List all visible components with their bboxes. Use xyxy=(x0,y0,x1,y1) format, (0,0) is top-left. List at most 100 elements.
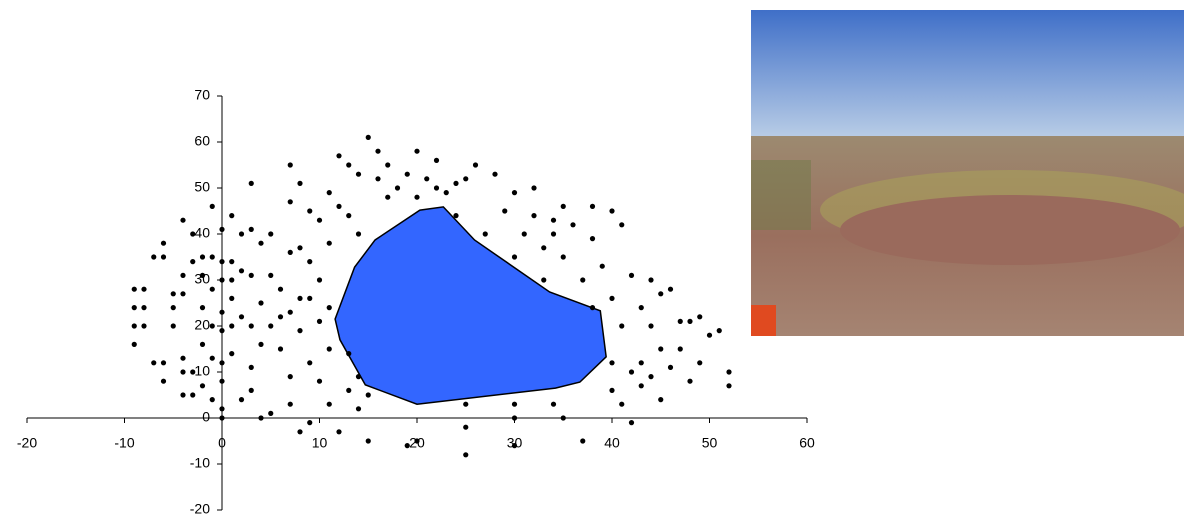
point xyxy=(277,286,284,292)
x-tick-label: -20 xyxy=(17,435,37,451)
point xyxy=(589,236,596,242)
point xyxy=(443,190,449,196)
point xyxy=(229,277,235,283)
point xyxy=(287,309,293,315)
point xyxy=(219,328,225,334)
y-tick-label: 20 xyxy=(194,317,210,333)
point xyxy=(219,226,225,232)
point xyxy=(287,401,293,407)
point xyxy=(560,415,566,421)
point xyxy=(219,378,225,384)
point xyxy=(229,259,235,265)
point xyxy=(180,291,186,297)
point xyxy=(355,406,362,412)
point xyxy=(199,341,206,347)
point xyxy=(550,231,557,237)
x-tick-label: 60 xyxy=(799,435,815,451)
point xyxy=(141,286,147,292)
point xyxy=(209,323,215,329)
point xyxy=(199,254,206,260)
point xyxy=(160,240,167,246)
point xyxy=(316,318,323,324)
point xyxy=(199,383,206,389)
point xyxy=(550,401,557,407)
point xyxy=(219,415,225,421)
point xyxy=(180,392,186,398)
point xyxy=(258,300,264,306)
point xyxy=(580,438,586,444)
point xyxy=(209,397,215,403)
point xyxy=(170,291,176,297)
point xyxy=(667,286,674,292)
point xyxy=(716,328,722,334)
point xyxy=(619,222,625,228)
point xyxy=(170,305,176,311)
point xyxy=(414,438,420,444)
point xyxy=(316,277,323,283)
point xyxy=(297,295,303,301)
point xyxy=(687,378,693,384)
point xyxy=(658,291,664,297)
point xyxy=(346,162,352,168)
point xyxy=(355,231,362,237)
point xyxy=(248,323,254,329)
point xyxy=(307,259,313,265)
x-tick-label: 50 xyxy=(702,435,718,451)
photo xyxy=(751,10,1184,336)
y-tick-label: -20 xyxy=(190,501,210,517)
point xyxy=(502,208,508,214)
point xyxy=(326,190,332,196)
point xyxy=(287,199,293,205)
point xyxy=(219,406,225,412)
point xyxy=(160,360,167,366)
point xyxy=(238,231,245,237)
point xyxy=(365,438,371,444)
point xyxy=(424,176,430,182)
x-tick-label: 30 xyxy=(507,435,523,451)
point xyxy=(677,318,683,324)
point xyxy=(589,203,596,209)
point xyxy=(297,180,303,186)
point xyxy=(375,176,381,182)
point xyxy=(687,318,693,324)
point xyxy=(463,424,469,430)
point xyxy=(248,272,254,278)
point xyxy=(609,360,615,366)
point xyxy=(297,328,303,334)
point xyxy=(141,323,147,329)
point xyxy=(570,222,576,228)
point xyxy=(287,162,293,168)
point xyxy=(550,217,557,223)
point xyxy=(628,369,635,375)
point xyxy=(336,429,342,435)
point xyxy=(531,185,537,191)
point xyxy=(190,369,196,375)
point xyxy=(385,162,391,168)
x-tick-label: -10 xyxy=(114,435,134,451)
x-tick-label: 0 xyxy=(218,435,226,451)
point xyxy=(541,277,547,283)
point xyxy=(326,240,332,246)
point xyxy=(190,392,196,398)
point xyxy=(326,346,332,352)
point xyxy=(326,401,332,407)
point xyxy=(190,231,196,237)
point xyxy=(131,341,137,347)
x-tick-label: 10 xyxy=(312,435,328,451)
point xyxy=(346,213,352,219)
point xyxy=(346,387,352,393)
point xyxy=(560,203,566,209)
point xyxy=(638,383,644,389)
point xyxy=(316,378,323,384)
point xyxy=(131,305,137,311)
point xyxy=(346,351,352,357)
point xyxy=(297,245,303,251)
point xyxy=(580,277,586,283)
point xyxy=(609,208,615,214)
point xyxy=(648,277,654,283)
point xyxy=(609,295,615,301)
point xyxy=(219,259,225,265)
y-tick-label: 70 xyxy=(194,87,210,103)
point xyxy=(248,226,254,232)
point xyxy=(160,378,167,384)
